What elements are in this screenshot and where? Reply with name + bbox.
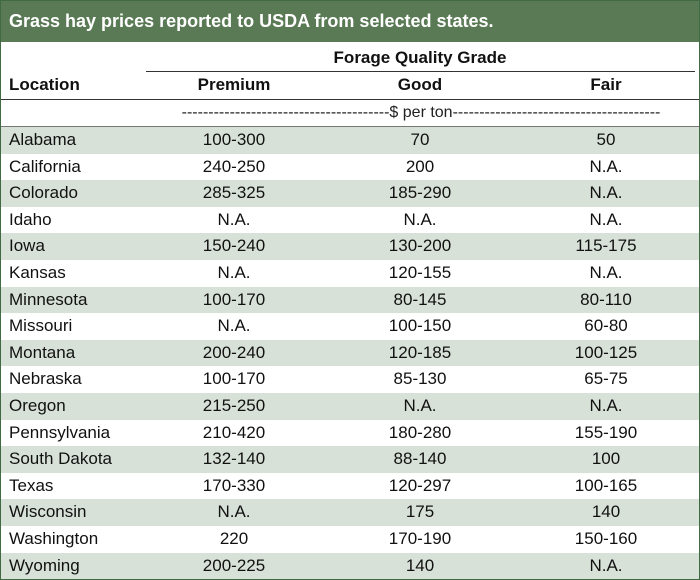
- cell-fair: 100-165: [574, 475, 638, 495]
- cell-fair: 100: [591, 449, 621, 469]
- cell-fair: 65-75: [584, 369, 628, 389]
- cell-premium: 100-300: [202, 130, 266, 149]
- group-header-rule: [146, 71, 695, 72]
- column-header-location: Location: [9, 75, 80, 94]
- cell-fair: 50: [596, 130, 616, 149]
- cell-good: N.A.: [403, 209, 437, 229]
- table-row: South Dakota 132-140 88-140 100: [1, 446, 699, 473]
- cell-premium: N.A.: [217, 262, 251, 282]
- cell-fair: 115-175: [575, 236, 637, 256]
- cell-fair: 60-80: [584, 316, 628, 336]
- cell-location: Colorado: [9, 183, 78, 203]
- cell-fair: 155-190: [574, 422, 638, 442]
- cell-premium: N.A.: [217, 209, 251, 229]
- cell-good: 180-280: [388, 422, 452, 442]
- cell-location: Wisconsin: [9, 502, 87, 522]
- unit-rule: [1, 126, 699, 127]
- cell-location: Texas: [9, 475, 54, 495]
- cell-premium: 132-140: [202, 449, 266, 469]
- cell-premium: N.A.: [217, 316, 251, 336]
- cell-good: 130-200: [388, 236, 452, 256]
- cell-premium: 240-250: [202, 156, 266, 176]
- table-row: Montana 200-240 120-185 100-125: [1, 339, 699, 367]
- cell-location: Missouri: [9, 316, 73, 336]
- cell-location: South Dakota: [9, 449, 113, 469]
- cell-fair: 100-125: [574, 342, 638, 362]
- forage-quality-grade-header: Forage Quality Grade: [333, 48, 507, 67]
- table-title: Grass hay prices reported to USDA from s…: [1, 1, 699, 42]
- table-row: Minnesota 100-170 80-145 80-110: [1, 286, 699, 314]
- cell-fair: 150-160: [574, 528, 638, 548]
- cell-location: Pennsylvania: [9, 422, 111, 442]
- cell-location: Washington: [9, 528, 99, 548]
- cell-good: 175: [405, 502, 435, 522]
- cell-good: 140: [405, 555, 435, 575]
- cell-premium: 220: [219, 528, 249, 548]
- cell-good: 120-155: [388, 262, 452, 282]
- table-row: Wyoming 200-225 140 N.A.: [1, 552, 699, 580]
- column-header-fair: Fair: [590, 75, 622, 94]
- cell-good: 170-190: [388, 528, 452, 548]
- column-header-good: Good: [397, 75, 443, 94]
- table-row: Kansas N.A. 120-155 N.A.: [1, 260, 699, 287]
- cell-good: 80-145: [393, 289, 447, 309]
- cell-fair: N.A.: [589, 156, 623, 176]
- cell-good: 185-290: [388, 183, 452, 203]
- cell-location: Montana: [9, 342, 76, 362]
- table-row: Pennsylvania 210-420 180-280 155-190: [1, 420, 699, 447]
- cell-location: Alabama: [9, 130, 77, 149]
- cell-location: Nebraska: [9, 369, 82, 389]
- cell-premium: 200-225: [202, 555, 266, 575]
- cell-premium: 100-170: [202, 369, 266, 389]
- cell-good: 88-140: [393, 449, 447, 469]
- cell-good: 70: [410, 130, 430, 149]
- table-row: Nebraska 100-170 85-130 65-75: [1, 366, 699, 393]
- cell-location: Kansas: [9, 262, 66, 282]
- cell-premium: 100-170: [202, 289, 266, 309]
- cell-premium: 170-330: [202, 475, 266, 495]
- cell-good: N.A.: [403, 395, 437, 415]
- table-row: Texas 170-330 120-297 100-165: [1, 473, 699, 500]
- table-row: Oregon 215-250 N.A. N.A.: [1, 392, 699, 420]
- cell-premium: 200-240: [202, 342, 266, 362]
- table-row: Alabama 100-300 70 50: [1, 127, 699, 154]
- cell-fair: N.A.: [589, 262, 623, 282]
- column-header-premium: Premium: [197, 75, 271, 94]
- cell-good: 85-130: [393, 369, 447, 389]
- cell-good: 200: [405, 156, 435, 176]
- cell-location: Minnesota: [9, 289, 88, 309]
- cell-premium: 215-250: [202, 395, 266, 415]
- table-row: Colorado 285-325 185-290 N.A.: [1, 180, 699, 207]
- cell-fair: N.A.: [589, 395, 623, 415]
- table-body: Alabama 100-300 70 50 California 240-250 200 N.…: [1, 127, 699, 580]
- table-row: Wisconsin N.A. 175 140: [1, 499, 699, 526]
- cell-premium: 150-240: [202, 236, 266, 256]
- cell-fair: N.A.: [589, 209, 623, 229]
- cell-fair: N.A.: [589, 183, 623, 203]
- table-row: Missouri N.A. 100-150 60-80: [1, 313, 699, 340]
- cell-premium: 210-420: [202, 422, 266, 442]
- cell-location: Wyoming: [9, 555, 80, 575]
- cell-location: California: [9, 156, 81, 176]
- cell-location: Iowa: [9, 236, 45, 256]
- cell-good: 120-297: [388, 475, 452, 495]
- cell-fair: 140: [591, 502, 621, 522]
- cell-fair: N.A.: [589, 555, 623, 575]
- cell-fair: 80-110: [580, 289, 632, 309]
- table-row: Iowa 150-240 130-200 115-175: [1, 233, 699, 260]
- header-rule: [1, 99, 699, 100]
- cell-premium: N.A.: [217, 502, 251, 522]
- table-row: California 240-250 200 N.A.: [1, 154, 699, 181]
- table-row: Washington 220 170-190 150-160: [1, 526, 699, 553]
- cell-location: Oregon: [9, 395, 66, 415]
- table-row: Idaho N.A. N.A. N.A.: [1, 207, 699, 234]
- cell-premium: 285-325: [202, 183, 266, 203]
- cell-location: Idaho: [9, 209, 52, 229]
- cell-good: 120-185: [388, 342, 452, 362]
- unit-label: ---------------------------------------$…: [181, 104, 661, 121]
- cell-good: 100-150: [388, 316, 452, 336]
